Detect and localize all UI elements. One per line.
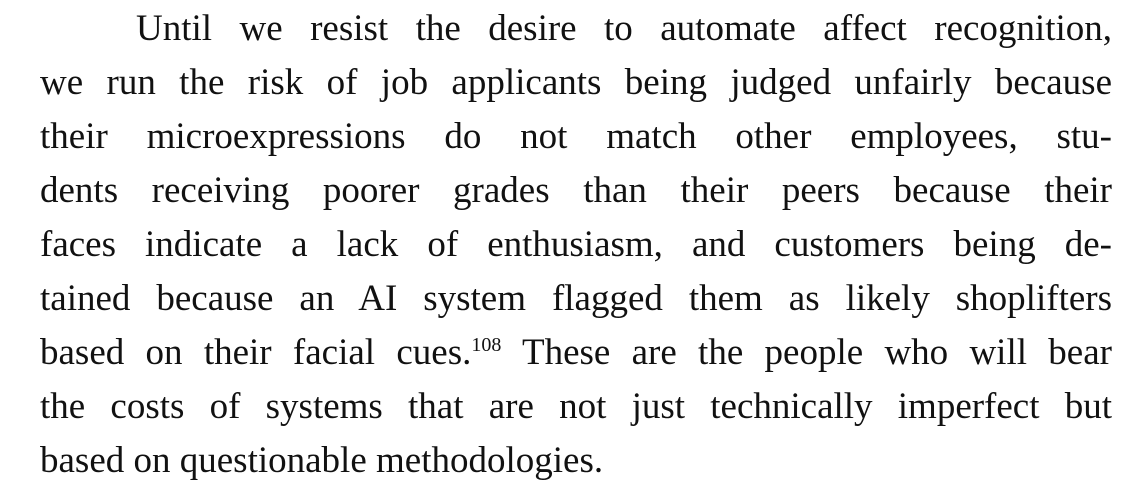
line-text-continuation: These are the people who will bear <box>501 332 1112 373</box>
paragraph-line-with-footnote: based on their facial cues.108 These are… <box>40 326 1112 380</box>
paragraph-line: their microexpressions do not match othe… <box>40 116 1112 157</box>
paragraph-line: Until we resist the desire to automate a… <box>136 8 1112 49</box>
footnote-reference: 108 <box>471 334 502 356</box>
paragraph-line: tained because an AI system flagged them… <box>40 278 1112 319</box>
paragraph-line: dents receiving poorer grades than their… <box>40 170 1112 211</box>
paragraph-line: the costs of systems that are not just t… <box>40 386 1112 427</box>
paragraph-line: based on questionable methodologies. <box>40 440 604 481</box>
line-text: based on their facial cues. <box>40 332 472 373</box>
paragraph-line: faces indicate a lack of enthusiasm, and… <box>40 224 1112 265</box>
paragraph-line: we run the risk of job applicants being … <box>40 62 1112 103</box>
text-paragraph: Until we resist the desire to automate a… <box>40 2 1112 488</box>
